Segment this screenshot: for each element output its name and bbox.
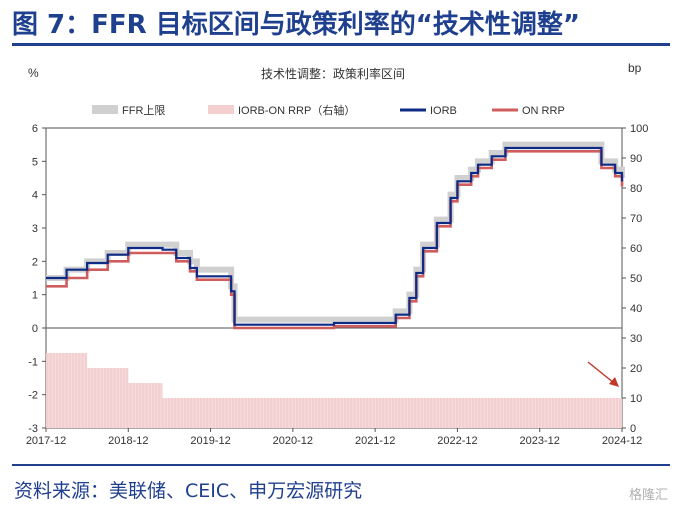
right-tick-label: 70 (630, 213, 642, 225)
x-tick-label: 2017-12 (26, 435, 66, 447)
legend-label: ON RRP (522, 105, 565, 117)
right-tick-label: 50 (630, 273, 642, 285)
x-tick-label: 2020-12 (273, 435, 313, 447)
left-tick-label: 1 (32, 290, 38, 302)
series-iorb (46, 146, 624, 326)
watermark: 格隆汇 (628, 488, 668, 503)
left-tick-label: 5 (32, 156, 38, 168)
right-tick-label: 80 (630, 183, 642, 195)
figure-title: 图 7：FFR 目标区间与政策利率的“技术性调整” (12, 10, 580, 40)
left-tick-label: 2 (32, 256, 38, 268)
left-tick-label: 3 (32, 223, 38, 235)
legend-label: IORB-ON RRP（右轴） (238, 103, 355, 117)
left-tick-label: 0 (32, 323, 38, 335)
x-tick-label: 2021-12 (355, 435, 395, 447)
series-on-rrp (46, 150, 624, 330)
left-tick-label: 6 (32, 123, 38, 135)
legend: FFR上限 IORB-ON RRP（右轴） IORB ON RRP (92, 103, 565, 117)
left-tick-label: -2 (28, 390, 38, 402)
right-tick-label: 90 (630, 153, 642, 165)
legend-label: FFR上限 (122, 104, 165, 117)
x-tick-label: 2018-12 (108, 435, 148, 447)
right-tick-label: 30 (630, 333, 642, 345)
chart-title: 技术性调整：政策利率区间 (261, 66, 405, 81)
x-tick-label: 2023-12 (520, 435, 560, 447)
right-tick-label: 20 (630, 363, 642, 375)
right-tick-label: 100 (630, 123, 648, 135)
right-axis-unit: bp (628, 61, 642, 75)
right-tick-label: 60 (630, 243, 642, 255)
series-ffr-upper (46, 141, 625, 323)
source-note: 资料来源：美联储、CEIC、申万宏源研究 (14, 480, 363, 502)
x-tick-label: 2022-12 (437, 435, 477, 447)
legend-swatch (208, 105, 234, 114)
legend-swatch (92, 105, 118, 114)
x-tick-label: 2019-12 (190, 435, 230, 447)
x-tick-label: 2024-12 (602, 435, 642, 447)
header-rule (12, 43, 670, 46)
footer-rule (12, 464, 670, 466)
annotation-arrow-head (609, 377, 619, 387)
left-axis-unit: % (28, 66, 39, 80)
left-tick-label: 4 (32, 190, 38, 202)
right-tick-label: 40 (630, 303, 642, 315)
left-tick-label: -1 (28, 356, 38, 368)
right-tick-label: 0 (630, 423, 636, 435)
legend-label: IORB (430, 105, 457, 117)
annotation-arrow-shaft (587, 361, 615, 384)
left-tick-label: -3 (28, 423, 38, 435)
right-tick-label: 10 (630, 393, 642, 405)
